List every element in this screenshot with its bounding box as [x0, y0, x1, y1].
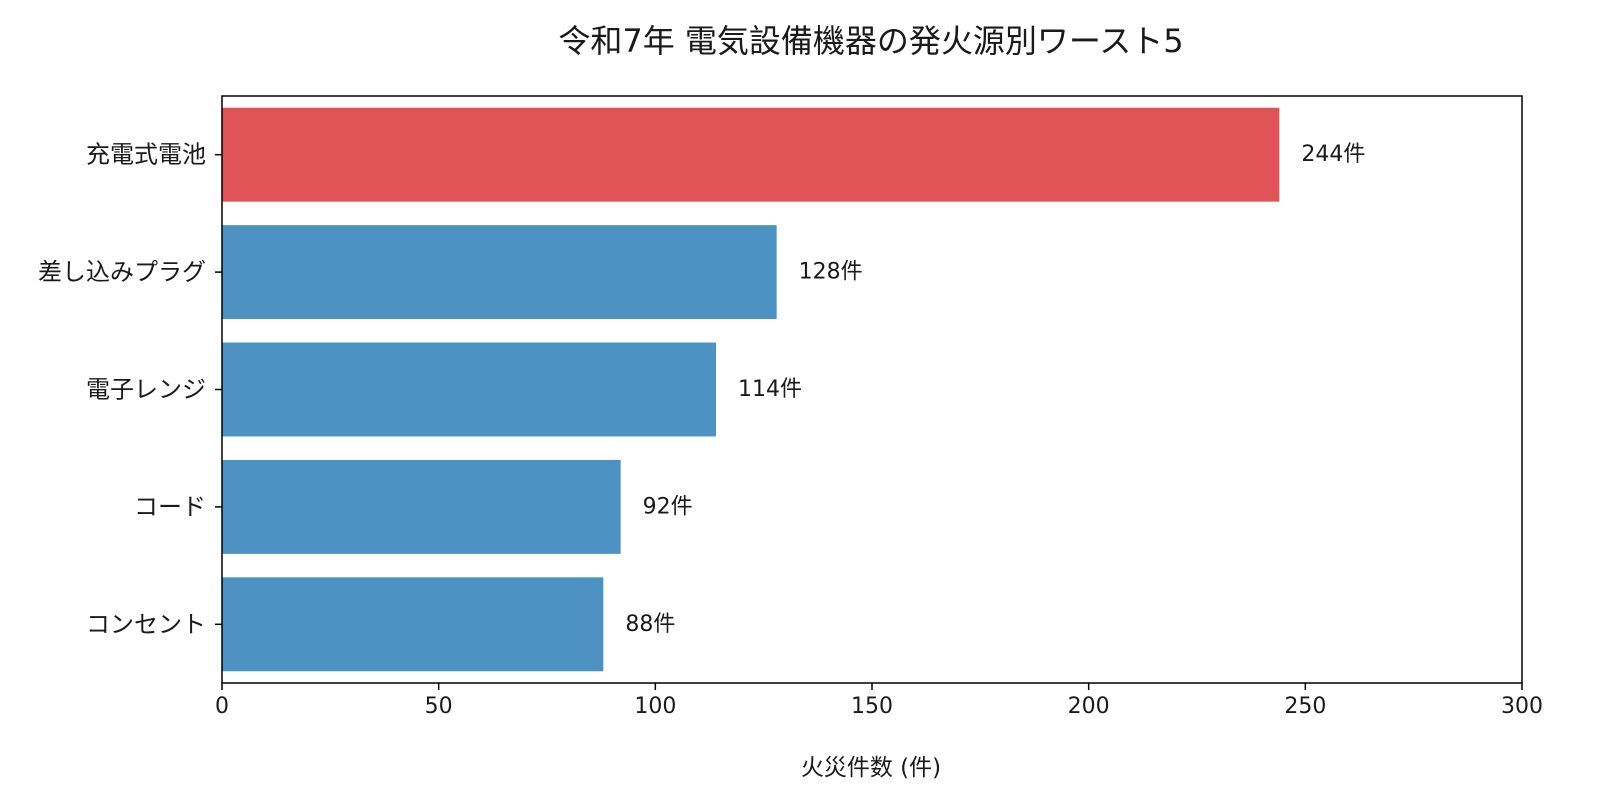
value-label-1: 244件: [1301, 142, 1365, 167]
bar-4: [222, 459, 621, 554]
x-axis-label: 火災件数 (件): [801, 755, 941, 781]
category-label-1: 充電式電池: [86, 141, 206, 169]
value-label-3: 114件: [738, 377, 802, 402]
x-tick-label-200: 200: [1068, 694, 1110, 719]
chart-title: 令和7年 電気設備機器の発火源別ワースト5: [558, 22, 1183, 60]
x-axis: 0 50 100 150 200 250 300: [215, 683, 1543, 719]
category-label-2: 差し込みプラグ: [38, 258, 206, 286]
x-tick-label-0: 0: [215, 694, 229, 719]
bar-1: [222, 107, 1280, 202]
value-label-2: 128件: [799, 260, 863, 285]
bar-3: [222, 342, 716, 437]
category-label-3: 電子レンジ: [86, 376, 206, 404]
x-tick-label-250: 250: [1284, 694, 1326, 719]
x-tick-label-300: 300: [1501, 694, 1543, 719]
x-tick-label-150: 150: [851, 694, 893, 719]
bar-5: [222, 577, 604, 672]
value-label-5: 88件: [625, 612, 675, 637]
bar-group: 244件 128件 114件 92件 88件: [222, 107, 1365, 672]
category-label-4: コード: [134, 493, 206, 521]
x-tick-label-100: 100: [634, 694, 676, 719]
category-label-5: コンセント: [86, 610, 206, 638]
bar-2: [222, 225, 777, 320]
value-label-4: 92件: [643, 494, 693, 519]
x-tick-label-50: 50: [425, 694, 453, 719]
